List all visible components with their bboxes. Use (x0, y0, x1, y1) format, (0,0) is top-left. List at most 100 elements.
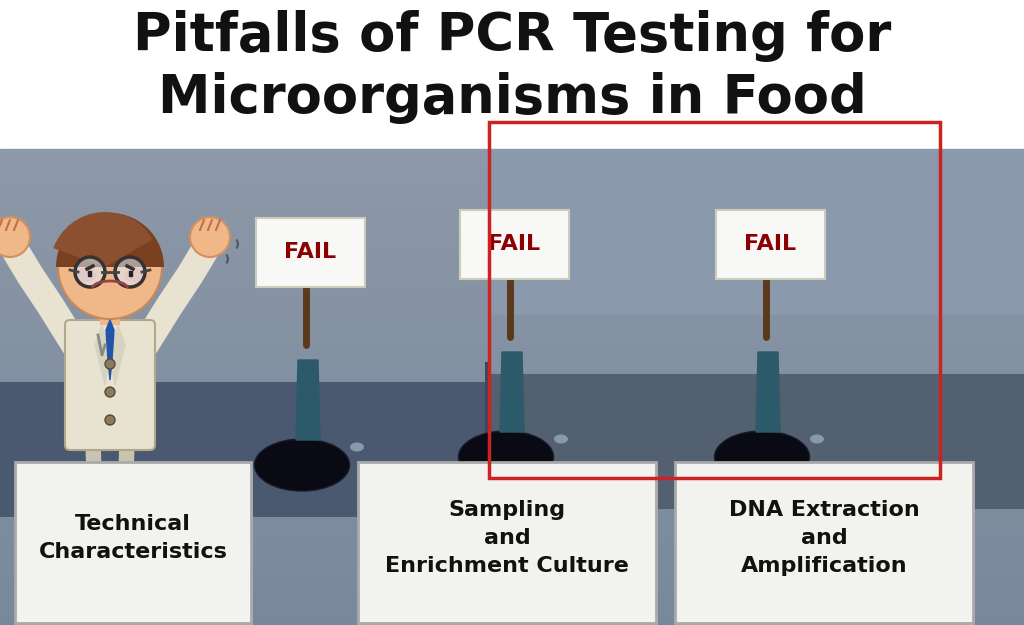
Bar (0, 377, 1024, 382)
FancyBboxPatch shape (676, 462, 973, 623)
Bar (0, 182, 1024, 188)
Polygon shape (88, 271, 91, 276)
Bar (0, 301, 1024, 307)
Bar (0, 244, 1024, 250)
Bar (0, 249, 1024, 254)
Polygon shape (86, 440, 102, 510)
Bar (0, 415, 1024, 421)
Bar (23, 470, 253, 625)
Text: Technical
Characteristics: Technical Characteristics (39, 514, 227, 561)
Bar (0, 501, 1024, 506)
Bar (0, 491, 1024, 497)
Bar (0, 510, 1024, 516)
Bar (0, 462, 1024, 468)
Circle shape (0, 217, 30, 257)
Bar (0, 362, 1024, 369)
Bar (0, 287, 1024, 292)
Circle shape (115, 257, 145, 287)
Bar (0, 391, 1024, 397)
Bar (0, 596, 1024, 601)
Bar (0, 481, 1024, 488)
Bar (0, 386, 1024, 392)
Bar (683, 470, 975, 625)
Polygon shape (106, 320, 114, 380)
Bar (0, 458, 1024, 464)
Bar (0, 220, 1024, 226)
Bar (0, 372, 1024, 378)
Bar (489, 122, 940, 478)
Bar (0, 439, 1024, 444)
Bar (0, 0, 1024, 150)
Bar (0, 177, 1024, 183)
Bar (0, 306, 1024, 311)
Ellipse shape (715, 431, 810, 483)
Polygon shape (110, 325, 125, 385)
Bar (0, 206, 1024, 212)
Bar (0, 154, 1024, 159)
Bar (485, 362, 490, 517)
Bar (0, 230, 1024, 236)
Bar (0, 581, 1024, 587)
Bar (0, 539, 1024, 544)
Bar (0, 505, 1024, 511)
Bar (0, 496, 1024, 501)
Bar (0, 315, 1024, 321)
Bar (0, 368, 1024, 373)
Bar (366, 470, 657, 625)
Bar (488, 374, 1024, 509)
Ellipse shape (124, 268, 146, 282)
Bar (0, 196, 1024, 202)
Bar (0, 401, 1024, 406)
Bar (0, 254, 1024, 259)
Bar (0, 216, 1024, 221)
FancyBboxPatch shape (15, 462, 251, 623)
Text: DNA Extraction
and
Amplification: DNA Extraction and Amplification (729, 499, 920, 576)
Bar (0, 424, 1024, 430)
Text: FAIL: FAIL (488, 234, 541, 254)
Bar (0, 591, 1024, 596)
Bar (0, 187, 1024, 192)
Text: FAIL: FAIL (744, 234, 797, 254)
Circle shape (190, 217, 230, 257)
Bar (0, 234, 1024, 240)
Bar (0, 548, 1024, 554)
Bar (0, 349, 1024, 354)
Bar (0, 201, 1024, 207)
Text: FAIL: FAIL (285, 242, 337, 262)
Bar (0, 453, 1024, 459)
Bar (0, 534, 1024, 539)
FancyBboxPatch shape (256, 218, 365, 287)
Ellipse shape (554, 434, 568, 444)
Bar (0, 296, 1024, 302)
FancyBboxPatch shape (716, 210, 825, 279)
Bar (0, 396, 1024, 402)
Bar (0, 619, 1024, 625)
Bar (0, 529, 1024, 535)
Bar (0, 320, 1024, 326)
Bar (0, 325, 1024, 331)
Bar (100, 297, 120, 325)
Bar (0, 278, 1024, 283)
Wedge shape (56, 213, 164, 267)
Bar (0, 149, 1024, 155)
Bar (0, 406, 1024, 411)
Bar (0, 477, 1024, 482)
Bar (0, 543, 1024, 549)
Bar (488, 150, 1024, 315)
Polygon shape (118, 440, 134, 510)
Bar (0, 159, 1024, 164)
Ellipse shape (74, 268, 96, 282)
Bar (0, 605, 1024, 611)
Ellipse shape (459, 431, 554, 483)
Bar (0, 519, 1024, 525)
Bar (0, 434, 1024, 440)
Polygon shape (756, 352, 780, 432)
Bar (0, 239, 1024, 245)
Bar (0, 614, 1024, 620)
Bar (0, 572, 1024, 578)
Bar (0, 272, 1024, 278)
Bar (0, 429, 1024, 435)
Circle shape (105, 415, 115, 425)
Polygon shape (500, 352, 524, 432)
Ellipse shape (255, 439, 349, 491)
